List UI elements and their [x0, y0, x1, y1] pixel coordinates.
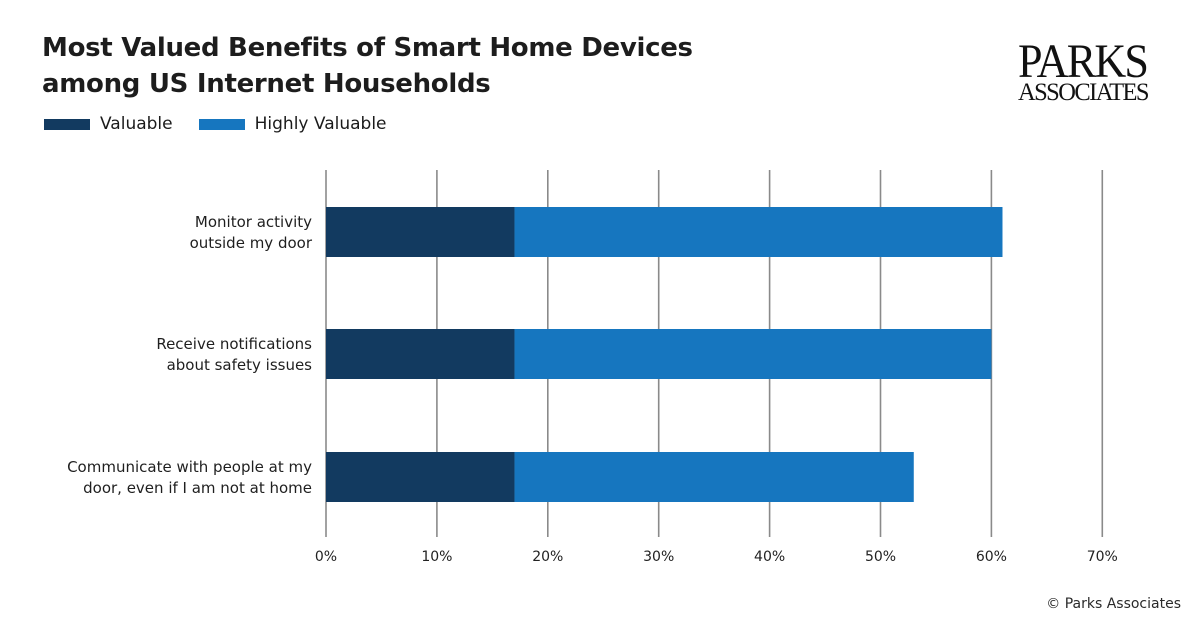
bar-highly-valuable — [514, 207, 1003, 257]
bar-valuable — [326, 207, 515, 257]
chart-title-line-2: among US Internet Households — [42, 69, 491, 99]
chart-legend: Valuable Highly Valuable — [44, 114, 413, 134]
parks-associates-logo: PARKS ASSOCIATES — [1018, 35, 1158, 106]
x-tick-label: 10% — [421, 549, 452, 565]
category-label: about safety issues — [167, 356, 313, 374]
category-label: Receive notifications — [156, 335, 312, 353]
category-label: Monitor activity — [195, 213, 312, 231]
x-tick-label: 50% — [865, 549, 896, 565]
category-label: door, even if I am not at home — [83, 479, 312, 497]
bar-valuable — [326, 452, 515, 502]
copyright-footer: © Parks Associates — [1046, 596, 1181, 612]
legend-label-valuable: Valuable — [100, 114, 173, 134]
logo-line-2: ASSOCIATES — [1018, 79, 1150, 106]
x-tick-label: 30% — [643, 549, 674, 565]
legend-label-highly-valuable: Highly Valuable — [254, 114, 387, 134]
category-label: outside my door — [190, 234, 313, 252]
category-label: Communicate with people at my — [67, 458, 312, 476]
legend-swatch-valuable — [44, 118, 90, 130]
chart-title: Most Valued Benefits of Smart Home Devic… — [42, 30, 693, 102]
x-tick-label: 60% — [976, 549, 1007, 565]
x-tick-label: 40% — [754, 549, 785, 565]
bar-highly-valuable — [514, 452, 914, 502]
x-tick-label: 70% — [1087, 549, 1118, 565]
x-tick-label: 0% — [315, 549, 337, 565]
legend-item-valuable: Valuable — [44, 114, 173, 134]
bar-valuable — [326, 329, 515, 379]
logo-line-1: PARKS — [1018, 35, 1149, 88]
legend-item-highly-valuable: Highly Valuable — [198, 114, 387, 134]
legend-swatch-highly-valuable — [198, 118, 245, 130]
x-tick-label: 20% — [532, 549, 563, 565]
bar-highly-valuable — [514, 329, 992, 379]
chart-title-line-1: Most Valued Benefits of Smart Home Devic… — [42, 33, 693, 63]
